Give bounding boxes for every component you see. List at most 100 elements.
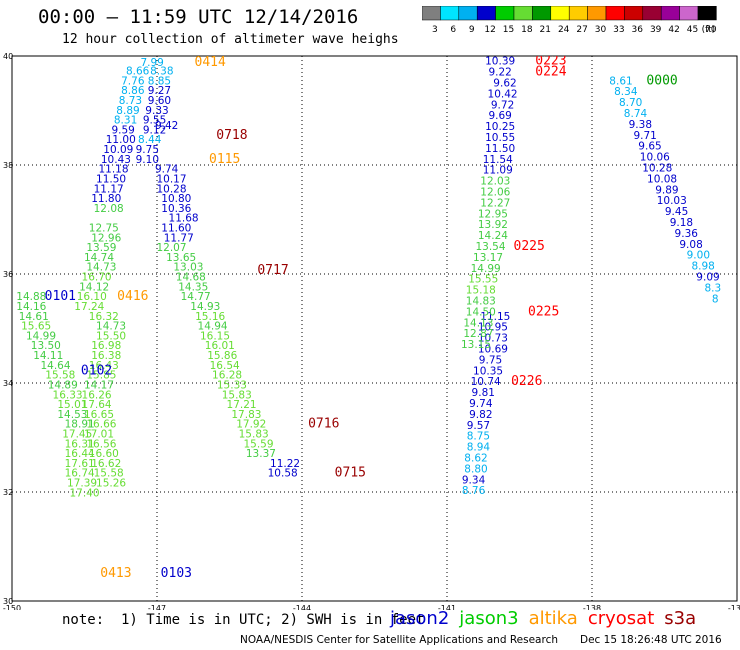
swh-value: 9.74	[469, 398, 493, 410]
colorbar-label: 6	[450, 25, 456, 34]
lon-tick-label: -138	[583, 604, 601, 610]
swh-value: 13.65	[166, 252, 196, 264]
pass-time-label: 0226	[511, 374, 542, 389]
pass-time-label: 0414	[195, 55, 226, 70]
swh-value: 9.55	[143, 115, 166, 127]
swh-value: 17.21	[227, 399, 257, 411]
swh-value: 8.70	[619, 97, 642, 109]
swh-value: 13.92	[478, 219, 508, 231]
swh-value: 13.59	[86, 242, 116, 254]
swh-value: 8.85	[148, 75, 171, 87]
swh-value: 11.68	[169, 213, 199, 225]
satellite-legend: jason2 jason3 altika cryosat s3a	[390, 608, 706, 629]
pass-time-label: 0225	[528, 304, 559, 319]
swh-value: 14.64	[40, 360, 70, 372]
swh-value: 11.50	[485, 143, 515, 155]
swh-value: 9.33	[145, 105, 168, 117]
swh-value: 8.76	[462, 485, 486, 497]
lon-tick-label: -147	[148, 604, 166, 610]
map-title: 00:00 – 11:59 UTC 12/14/2016	[38, 6, 359, 28]
swh-value: 14.68	[176, 272, 206, 284]
lat-tick-label: 34	[3, 379, 13, 388]
swh-value: 9.89	[655, 184, 678, 196]
swh-value: 8.3	[704, 282, 721, 294]
swh-value: 15.58	[94, 468, 124, 480]
swh-value: 10.28	[156, 183, 186, 195]
swh-value: 14.13	[463, 317, 493, 329]
swh-value: 9.75	[479, 354, 502, 366]
swh-value: 15.58	[45, 370, 75, 382]
swh-value: 15.83	[222, 389, 252, 401]
swh-value: 17.24	[74, 301, 104, 313]
swh-value: 12.75	[89, 222, 119, 234]
swh-value: 10.55	[485, 132, 515, 144]
swh-value: 8.66	[126, 66, 150, 78]
pass-time-label: 0103	[161, 566, 192, 581]
colorbar-label: 39	[650, 25, 662, 34]
swh-value: 14.11	[33, 350, 63, 362]
lat-tick-label: 40	[3, 52, 13, 61]
swh-value: 15.01	[57, 399, 87, 411]
swh-value: 16.98	[91, 340, 121, 352]
swh-value: 9.27	[148, 85, 171, 97]
swh-value: 9.34	[462, 474, 486, 486]
swh-value: 10.73	[478, 333, 508, 345]
wave-height-map: -150 -147 -144 -141 -138 -135 40 38 36 34 32 30 7.99…	[3, 52, 740, 610]
swh-value: 10.35	[473, 365, 503, 377]
swh-value: 15.26	[96, 478, 126, 490]
swh-value: 9.69	[488, 110, 511, 122]
lat-tick-label: 38	[3, 161, 13, 170]
swh-value: 16.56	[86, 438, 116, 450]
lat-tick-label: 32	[3, 488, 13, 497]
swh-value: 8.38	[150, 66, 173, 78]
swh-value: 10.42	[488, 88, 518, 100]
pass-time-label: 0416	[117, 289, 148, 304]
colorbar-label: 21	[540, 25, 551, 34]
swh-value: 9.75	[136, 144, 159, 156]
colorbar-label: 18	[521, 25, 533, 34]
swh-value: 15.86	[207, 350, 237, 362]
swh-value: 12.27	[480, 197, 510, 209]
colorbar-label: 42	[668, 25, 679, 34]
timestamp: Dec 15 18:26:48 UTC 2016	[580, 634, 722, 646]
swh-value: 10.74	[471, 376, 501, 388]
swh-value: 10.09	[103, 144, 133, 156]
swh-value: 14.88	[16, 291, 46, 303]
swh-value: 9.57	[467, 420, 490, 432]
swh-value: 16.31	[65, 438, 95, 450]
swh-value: 14.83	[466, 296, 496, 308]
swh-value: 16.54	[210, 360, 240, 372]
swh-value: 11.80	[91, 193, 121, 205]
swh-value: 8.80	[464, 463, 487, 475]
swh-value: 16.01	[205, 340, 235, 352]
swh-value: 9.71	[633, 130, 656, 142]
pass-time-label: 0717	[257, 263, 288, 278]
colorbar-label: 45	[687, 25, 698, 34]
swh-value: 7.76	[121, 75, 145, 87]
swh-value: 9.72	[491, 99, 514, 111]
swh-value: 16.70	[82, 272, 112, 284]
swh-value: 11.18	[98, 164, 128, 176]
colorbar-label: 12	[484, 25, 495, 34]
swh-value: 9.65	[638, 141, 661, 153]
swh-value: 9.74	[155, 164, 179, 176]
swh-value: 12.87	[463, 328, 493, 340]
swh-value: 17.61	[65, 458, 95, 470]
swh-value: 12.06	[480, 187, 510, 199]
swh-value: 10.25	[485, 121, 515, 133]
pass-time-label: 0223	[535, 54, 566, 69]
swh-value: 16.65	[84, 409, 114, 421]
swh-value: 14.35	[178, 281, 208, 293]
lat-tick-label: 30	[3, 597, 13, 606]
pass-time-label: 0718	[216, 128, 247, 143]
swh-value: 8	[712, 293, 719, 305]
colorbar-label: 70	[705, 25, 717, 34]
swh-value: 12.03	[480, 176, 510, 188]
swh-value: 9.62	[493, 78, 516, 90]
swh-value: 18.91	[65, 419, 95, 431]
swh-value: 13.17	[473, 252, 503, 264]
swh-value: 15.18	[466, 285, 496, 297]
pass-time-label: 0101	[45, 289, 76, 304]
swh-value: 15.85	[86, 370, 116, 382]
swh-value: 10.28	[642, 163, 672, 175]
